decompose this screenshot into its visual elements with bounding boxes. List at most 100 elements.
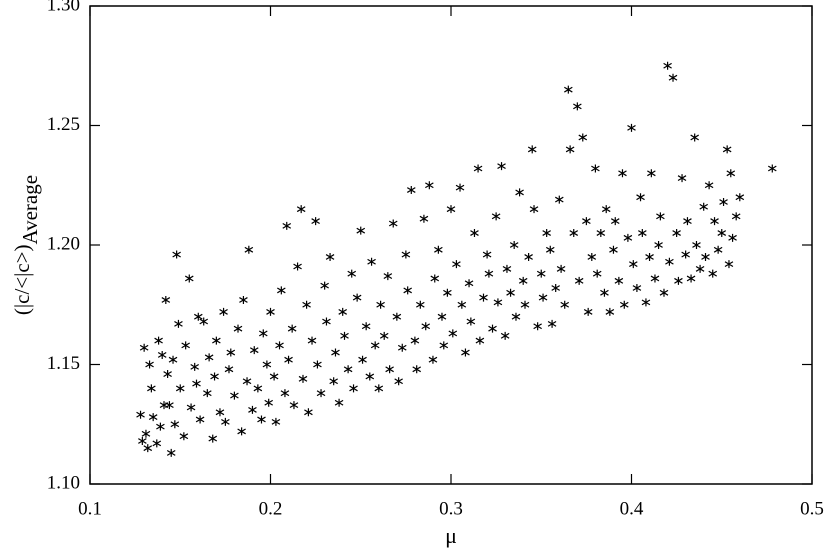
scatter-point [641, 298, 651, 307]
scatter-point [623, 233, 633, 242]
scatter-point [527, 145, 537, 154]
scatter-point [136, 410, 145, 419]
scatter-point [329, 377, 338, 386]
scatter-point [204, 353, 214, 362]
scatter-point [157, 350, 167, 359]
scatter-point [253, 384, 263, 393]
scatter-point [677, 174, 687, 183]
scatter-point [322, 317, 331, 326]
scatter-point [320, 281, 329, 290]
scatter-point [343, 365, 353, 374]
y-axis-label: (|c/<|c>)Average [10, 175, 42, 315]
scatter-point [659, 288, 669, 297]
scatter-point [175, 384, 185, 393]
scatter-point [452, 260, 461, 269]
scatter-point [569, 229, 579, 238]
scatter-point [529, 205, 539, 214]
scatter-point [203, 389, 212, 398]
scatter-point [361, 322, 371, 331]
scatter-point [668, 73, 678, 82]
scatter-point [638, 229, 647, 238]
x-tick-label: 0.5 [800, 498, 824, 519]
scatter-point [174, 319, 183, 328]
scatter-point [524, 252, 533, 261]
scatter-point [425, 181, 434, 190]
scatter-point [533, 322, 542, 331]
scatter-point [269, 372, 279, 381]
scatter-point [264, 398, 274, 407]
scatter-point [242, 377, 252, 386]
scatter-point [717, 229, 727, 238]
scatter-point [138, 436, 147, 445]
y-tick-label: 1.15 [47, 353, 80, 374]
scatter-point [210, 372, 219, 381]
y-tick-label: 1.20 [47, 233, 80, 254]
scatter-point [484, 269, 494, 278]
scatter-point [416, 300, 425, 309]
scatter-point [446, 205, 456, 214]
scatter-point [545, 245, 555, 254]
scatter-point [224, 365, 234, 374]
scatter-point [596, 229, 606, 238]
y-tick-label: 1.25 [47, 114, 80, 135]
scatter-point [464, 279, 474, 288]
scatter-point [249, 346, 259, 355]
scatter-point [578, 133, 588, 142]
scatter-point [212, 336, 221, 345]
scatter-point [591, 164, 600, 173]
scatter-point [692, 241, 701, 249]
scatter-point [394, 377, 403, 386]
scatter-point [340, 331, 349, 340]
y-tick-label: 1.10 [47, 472, 80, 493]
scatter-point [443, 288, 452, 297]
scatter-point [636, 193, 645, 202]
scatter-point [239, 295, 248, 304]
scatter-point [475, 336, 485, 345]
scatter-point [502, 264, 512, 273]
scatter-point [334, 398, 344, 407]
scatter-point [275, 341, 284, 350]
scatter-point [500, 331, 510, 340]
scatter-point [170, 420, 180, 429]
scatter-point [365, 372, 375, 381]
scatter-point [656, 212, 665, 221]
scatter-point [497, 162, 506, 171]
scatter-point [296, 205, 306, 214]
scatter-point [156, 422, 165, 431]
scatter-point [367, 257, 376, 266]
scatter-point [663, 61, 672, 70]
scatter-point [406, 186, 416, 195]
scatter-point [147, 384, 156, 393]
scatter-point [316, 389, 326, 398]
scatter-point [650, 274, 660, 283]
scatter-point [645, 252, 654, 261]
scatter-point [455, 183, 465, 192]
scatter-point [708, 269, 718, 278]
scatter-point [401, 250, 411, 259]
scatter-point [683, 217, 692, 226]
scatter-point [148, 413, 158, 422]
scatter-point [515, 188, 524, 197]
scatter-point [302, 300, 311, 309]
plot-frame [89, 5, 813, 485]
scatter-point [152, 439, 162, 448]
scatter-point [388, 219, 398, 228]
scatter-point [619, 300, 629, 309]
scatter-point [219, 307, 228, 316]
scatter-point [587, 252, 597, 261]
scatter-point [141, 429, 151, 438]
scatter-point [248, 405, 257, 414]
scatter-point [358, 355, 367, 364]
scatter-point [560, 300, 570, 309]
x-tick-label: 0.1 [78, 498, 102, 519]
scatter-point [311, 217, 320, 226]
scatter-point [331, 348, 340, 357]
scatter-point [172, 250, 181, 259]
scatter-point [226, 348, 236, 357]
x-axis-label: μ [445, 523, 457, 548]
scatter-point [392, 312, 402, 321]
scatter-point [376, 300, 385, 309]
scatter-point [457, 300, 467, 309]
